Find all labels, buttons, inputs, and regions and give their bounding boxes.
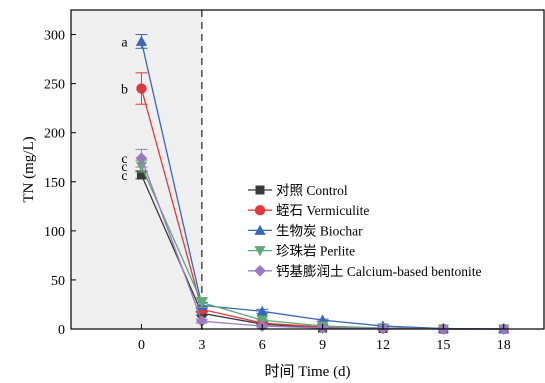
legend-item: 蛭石 Vermiculite — [248, 203, 369, 218]
x-tick-label: 6 — [259, 338, 266, 353]
y-tick-label: 0 — [58, 323, 65, 338]
data-point — [195, 315, 208, 327]
y-tick-label: 100 — [44, 225, 65, 240]
y-tick-label: 300 — [44, 29, 65, 44]
significance-letter: a — [121, 35, 128, 50]
significance-letter: c — [121, 152, 127, 167]
legend-item: 钙基膨润土 Calcium-based bentonite — [248, 263, 481, 279]
shaded-region — [71, 10, 202, 329]
x-tick-label: 9 — [319, 338, 326, 353]
data-point — [196, 297, 208, 309]
x-tick-label: 3 — [198, 338, 205, 353]
significance-letter: c — [121, 169, 127, 184]
legend-item: 珍珠岩 Perlite — [248, 244, 355, 259]
legend-item: 生物炭 Biochar — [248, 223, 363, 238]
data-point — [135, 35, 148, 46]
significance-labels: c b a cc — [121, 35, 128, 183]
x-tick-label: 15 — [436, 338, 450, 353]
x-tick-label: 0 — [138, 338, 145, 353]
y-axis-label: TN (mg/L) — [21, 136, 37, 202]
y-tick-label: 250 — [44, 78, 65, 93]
data-point — [254, 205, 266, 216]
significance-letter: c — [121, 160, 127, 175]
data-point — [254, 224, 266, 235]
legend-label: 生物炭 Biochar — [276, 223, 363, 238]
y-tick-label: 50 — [51, 274, 65, 289]
data-point — [255, 185, 265, 195]
x-axis: 0 3 6 9 12 15 18 — [138, 324, 511, 353]
legend-label: 对照 Control — [276, 183, 348, 198]
significance-letter: b — [121, 83, 128, 98]
x-axis-label: 时间 Time (d) — [264, 363, 350, 380]
legend-item: 对照 Control — [248, 183, 348, 198]
data-point — [256, 305, 268, 316]
data-point — [135, 152, 148, 165]
plot-frame — [70, 9, 545, 330]
legend-label: 珍珠岩 Perlite — [276, 244, 355, 259]
x-tick-label: 12 — [376, 338, 390, 353]
legend: 对照 Control 蛭石 Vermiculite 生物炭 Biochar 珍珠岩 P… — [248, 183, 481, 279]
data-point — [254, 264, 266, 277]
data-point — [136, 170, 146, 180]
legend-label: 蛭石 Vermiculite — [276, 203, 369, 218]
data-point — [136, 83, 147, 94]
y-tick-label: 200 — [44, 127, 65, 142]
y-tick-label: 150 — [44, 176, 65, 191]
data-point — [254, 246, 266, 257]
legend-label: 钙基膨润土 Calcium-based bentonite — [276, 263, 481, 279]
y-axis: 0 50 100 150 200 250 300 — [44, 29, 76, 338]
x-tick-label: 18 — [497, 338, 511, 353]
